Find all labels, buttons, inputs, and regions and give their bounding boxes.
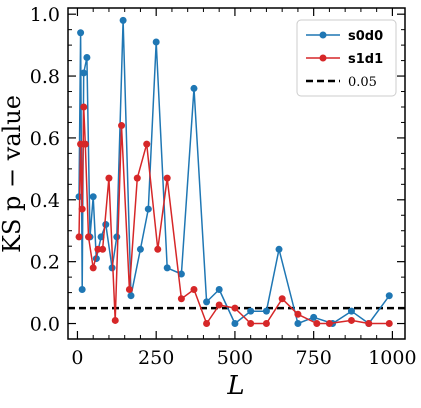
data-point-s1d1 [347,316,355,324]
legend-label-s1d1: s1d1 [348,52,383,67]
data-point-s1d1 [247,320,255,328]
data-point-s0d0 [310,313,318,321]
data-point-s0d0 [127,292,135,300]
x-axis-title: L [226,371,244,401]
data-point-s1d1 [215,301,223,309]
y-tick-label: 0.8 [30,66,60,88]
y-tick-label: 0.2 [30,252,60,274]
data-point-s1d1 [80,103,88,111]
data-point-s1d1 [154,245,162,253]
data-point-s1d1 [325,320,333,328]
data-point-s1d1 [294,310,302,318]
axis-ticks [68,8,405,339]
data-point-s1d1 [203,320,211,328]
data-point-s0d0 [77,29,85,37]
data-point-s0d0 [294,320,302,328]
data-point-s1d1 [125,286,133,294]
data-point-s0d0 [262,307,270,315]
data-point-s0d0 [136,245,144,253]
data-point-s0d0 [108,264,116,272]
data-point-s0d0 [113,233,121,241]
data-point-s0d0 [78,286,86,294]
plot-frame [67,7,406,340]
data-point-s0d0 [231,320,239,328]
data-point-s1d1 [99,245,107,253]
data-point-s1d1 [262,320,270,328]
data-point-s0d0 [163,264,171,272]
data-point-s0d0 [102,221,110,229]
data-point-s0d0 [177,270,185,278]
data-point-s1d1 [84,233,92,241]
data-point-s0d0 [347,307,355,315]
data-point-s0d0 [152,38,160,46]
data-point-s1d1 [278,295,286,303]
data-point-s0d0 [83,53,91,61]
y-tick-label: 1.0 [30,4,60,26]
data-point-s0d0 [89,193,97,201]
data-point-s0d0 [190,84,198,92]
data-point-s0d0 [275,245,283,253]
legend-label-threshold: 0.05 [348,75,377,90]
data-point-s1d1 [143,140,151,148]
data-point-s1d1 [81,140,89,148]
y-tick-label: 0.4 [30,190,60,212]
x-tick-label: 0 [71,347,83,369]
x-tick-label: 500 [217,347,253,369]
data-point-s1d1 [111,316,119,324]
data-point-s1d1 [89,264,97,272]
data-point-s1d1 [78,205,86,213]
data-point-s1d1 [385,320,393,328]
data-point-s1d1 [75,233,83,241]
data-point-s0d0 [144,205,152,213]
data-point-s0d0 [80,69,88,77]
data-point-s0d0 [247,307,255,315]
legend-marker-s1d1 [319,54,327,62]
data-point-s1d1 [133,174,141,182]
data-point-s0d0 [119,16,127,24]
legend: s0d0 s1d1 0.05 [296,19,397,97]
data-point-s0d0 [385,292,393,300]
x-tick-label: 750 [296,347,332,369]
x-tick-label: 1000 [368,347,416,369]
legend-label-s0d0: s0d0 [348,29,383,44]
legend-marker-s0d0 [319,31,327,39]
data-point-s1d1 [118,122,126,130]
data-point-s1d1 [105,174,113,182]
data-point-s0d0 [203,298,211,306]
series-line-s1d1 [78,106,390,325]
y-tick-label: 0.6 [30,128,60,150]
data-point-s1d1 [177,295,185,303]
data-point-s1d1 [190,286,198,294]
y-tick-label: 0.0 [30,314,60,336]
legend-box [296,19,397,97]
data-point-s1d1 [163,174,171,182]
data-point-s1d1 [313,320,321,328]
data-point-s0d0 [215,286,223,294]
data-point-s1d1 [365,320,373,328]
plot-series [68,16,405,328]
y-axis-title: KS p − value [0,95,26,253]
x-tick-label: 250 [138,347,174,369]
data-point-s1d1 [231,304,239,312]
